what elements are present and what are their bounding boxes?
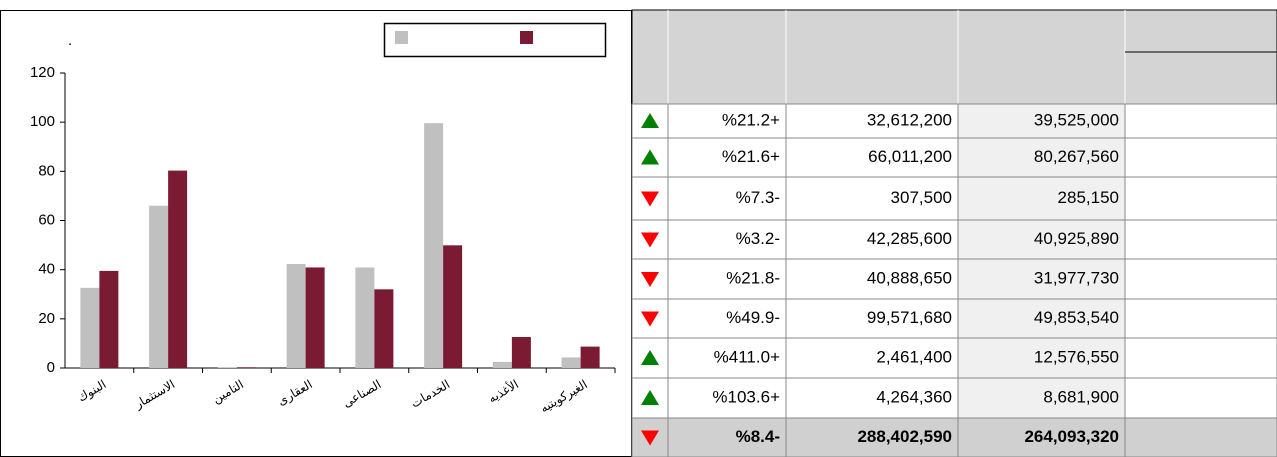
table-cell	[667, 219, 787, 260]
bar	[374, 289, 394, 368]
y-tick-label: 80	[38, 162, 55, 179]
bar	[168, 170, 188, 368]
table-cell	[1124, 417, 1277, 457]
table-cell	[957, 417, 1126, 457]
table-cell-text: 80,267,560	[1034, 147, 1119, 166]
table-cell	[785, 219, 959, 260]
trend-up-icon	[641, 350, 659, 365]
bar	[561, 357, 581, 368]
table-cell-text: 66,011,200	[868, 147, 952, 166]
legend-swatch	[395, 31, 408, 44]
table-cell	[667, 103, 787, 139]
bar	[236, 367, 256, 368]
table-cell-text: %21.6+	[722, 147, 780, 166]
bar	[355, 267, 375, 368]
bar	[286, 264, 306, 368]
trend-down-icon	[641, 191, 659, 207]
table-cell-text: 264,093,320	[1024, 427, 1119, 446]
bar	[443, 245, 463, 368]
table-cell-text: 307,500	[891, 188, 952, 207]
table-cell	[667, 298, 787, 339]
table-cell-text: %103.6+	[712, 387, 780, 406]
table-cell	[785, 176, 959, 221]
table-cell-text: 40,925,890	[1034, 229, 1119, 248]
table-cell-text: 4,264,360	[876, 387, 952, 406]
table-cell	[1124, 377, 1277, 419]
table-cell	[1124, 219, 1277, 260]
table-cell	[785, 137, 959, 178]
table-cell-text: 99,571,680	[867, 308, 952, 327]
bar	[217, 367, 237, 368]
table-cell-text: 39,525,000	[1034, 110, 1119, 129]
table-cell	[1124, 176, 1277, 221]
table-cell	[957, 176, 1126, 221]
table-cell	[957, 137, 1126, 178]
bar	[305, 267, 325, 368]
bar	[424, 123, 444, 369]
chart-title: .	[68, 32, 72, 49]
table-cell	[1124, 258, 1277, 300]
table-cell	[785, 258, 959, 300]
table-cell-text: %8.4-	[736, 427, 780, 446]
table-cell-text: %7.3-	[736, 188, 780, 207]
table-cell	[1124, 137, 1277, 178]
legend-box	[383, 22, 607, 58]
y-tick-label: 0	[47, 359, 55, 376]
table-cell-text: %21.8-	[726, 268, 780, 287]
table-cell	[785, 417, 959, 457]
chart-frame	[0, 10, 632, 457]
trend-up-icon	[641, 390, 659, 405]
bar	[580, 346, 600, 368]
bar	[511, 337, 531, 368]
table-cell-text: %21.2+	[722, 110, 780, 129]
table-cell	[1124, 298, 1277, 339]
table-cell-text: 32,612,200	[867, 110, 952, 129]
table-cell-text: 42,285,600	[867, 229, 952, 248]
table-cell	[1124, 103, 1277, 139]
y-tick-label: 100	[30, 113, 55, 130]
table-cell-text: 40,888,650	[867, 268, 952, 287]
table-cell-text: 8,681,900	[1043, 387, 1119, 406]
bar	[99, 270, 119, 368]
trend-down-icon	[641, 272, 659, 287]
table-cell	[667, 137, 787, 178]
legend-swatch	[520, 31, 533, 44]
trend-down-icon	[641, 311, 659, 327]
table-cell-text: 49,853,540	[1034, 308, 1119, 327]
table-cell-text: %411.0+	[714, 347, 780, 366]
trend-down-icon	[641, 232, 659, 248]
y-tick-label: 20	[38, 310, 55, 327]
y-tick-label: 60	[38, 211, 55, 228]
table-cell	[957, 103, 1126, 139]
table-cell-text: 285,150	[1058, 188, 1119, 207]
table-cell	[785, 337, 959, 379]
table-cell-text: 12,576,550	[1034, 347, 1119, 366]
trend-down-icon	[641, 430, 659, 446]
y-tick-label: 40	[38, 261, 55, 278]
table-cell-text: %3.2-	[736, 229, 780, 248]
table-cell-text: 31,977,730	[1034, 268, 1119, 287]
table-cell-text: 288,402,590	[857, 427, 952, 446]
trend-up-icon	[641, 149, 659, 165]
y-tick-label: 120	[30, 64, 55, 81]
table-cell-text: 2,461,400	[876, 347, 952, 366]
table-cell	[785, 103, 959, 139]
bar	[149, 205, 169, 368]
bar	[492, 361, 512, 368]
bar	[80, 287, 100, 368]
trend-up-icon	[641, 113, 659, 128]
table-header	[631, 9, 1277, 105]
table-cell	[667, 337, 787, 379]
table-cell-text: %49.9-	[726, 308, 780, 327]
table-cell	[785, 298, 959, 339]
table-cell	[1124, 337, 1277, 379]
